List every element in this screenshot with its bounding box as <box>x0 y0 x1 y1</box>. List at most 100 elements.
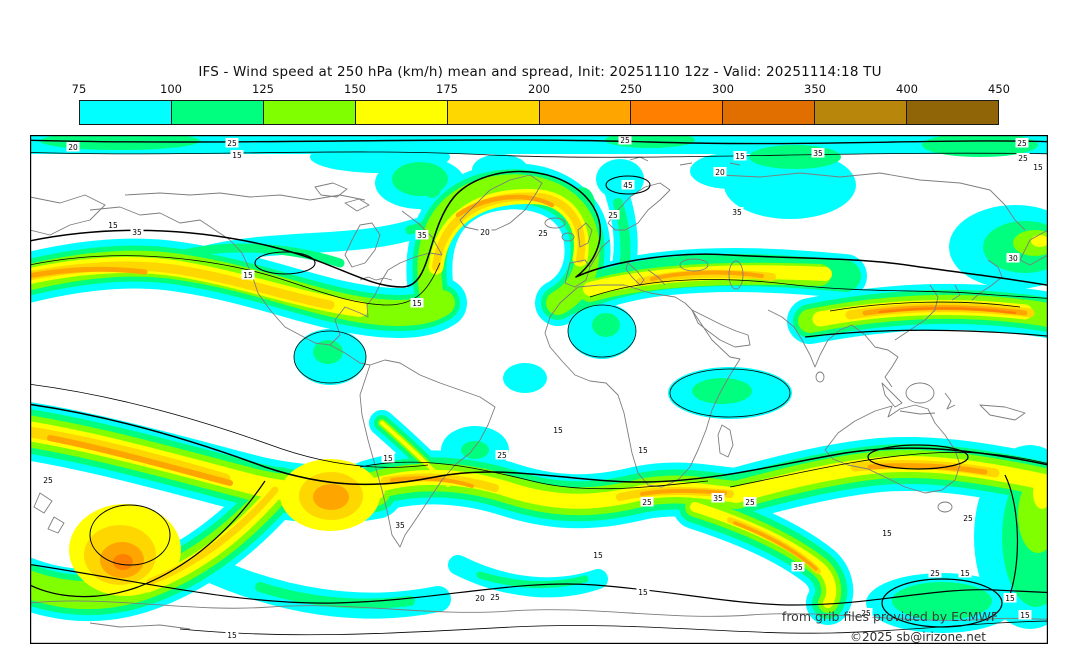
svg-text:25: 25 <box>1018 154 1028 163</box>
svg-text:15: 15 <box>553 426 563 435</box>
world-map: 20 25 15 25 15 35 25 25 15 15 35 15 35 20 25 45 20 35 25 30… <box>30 135 1048 644</box>
svg-text:35: 35 <box>793 563 803 572</box>
svg-text:20: 20 <box>68 143 78 152</box>
colorbar-tick: 250 <box>620 82 642 96</box>
colorbar-tick: 75 <box>71 82 87 96</box>
svg-text:15: 15 <box>735 152 745 161</box>
colorbar-tick: 125 <box>252 82 274 96</box>
contour-label: 35 <box>415 230 429 240</box>
colorbar-segment-2 <box>263 101 356 124</box>
svg-text:25: 25 <box>227 139 237 148</box>
svg-text:25: 25 <box>642 498 652 507</box>
colorbar-tick: 150 <box>344 82 366 96</box>
contour-label: 15 <box>733 151 747 161</box>
contour-label: 35 <box>711 493 725 503</box>
contour-label: 15 <box>1018 610 1032 620</box>
contour-label: 35 <box>811 148 825 158</box>
svg-text:25: 25 <box>497 451 507 460</box>
colorbar-segment-0 <box>80 101 172 124</box>
attribution-source: from grib files provided by ECMWF <box>782 609 998 624</box>
contour-label: 30 <box>1006 253 1020 263</box>
svg-text:25: 25 <box>620 136 630 145</box>
contour-label: 25 <box>606 210 620 220</box>
contour-label: 15 <box>636 587 650 597</box>
svg-text:25: 25 <box>1017 139 1027 148</box>
colorbar-segment-9 <box>907 101 999 124</box>
contour-label: 35 <box>130 227 144 237</box>
contour-label: 15 <box>880 528 894 538</box>
contour-label: 15 <box>410 298 424 308</box>
contour-label: 15 <box>551 425 565 435</box>
colorbar-segment-7 <box>723 101 816 124</box>
svg-text:15: 15 <box>243 271 253 280</box>
colorbar-tick: 100 <box>160 82 182 96</box>
contour-label: 45 <box>621 180 635 190</box>
svg-text:15: 15 <box>227 631 237 640</box>
contour-label: 20 <box>473 593 487 603</box>
svg-text:35: 35 <box>713 494 723 503</box>
contour-label: 15 <box>225 630 239 640</box>
svg-text:15: 15 <box>638 446 648 455</box>
svg-text:15: 15 <box>412 299 422 308</box>
contour-label: 25 <box>41 475 55 485</box>
svg-text:25: 25 <box>745 498 755 507</box>
colorbar-tick: 200 <box>528 82 550 96</box>
svg-text:15: 15 <box>882 529 892 538</box>
svg-text:15: 15 <box>1033 163 1043 172</box>
contour-label: 20 <box>478 227 492 237</box>
contour-label: 20 <box>66 142 80 152</box>
contour-label: 25 <box>495 450 509 460</box>
contour-label: 15 <box>106 220 120 230</box>
colorbar-tick: 450 <box>988 82 1010 96</box>
colorbar-segment-6 <box>631 101 724 124</box>
svg-text:15: 15 <box>1020 611 1030 620</box>
contour-label: 25 <box>618 135 632 145</box>
svg-text:30: 30 <box>1008 254 1018 263</box>
contour-label: 15 <box>591 550 605 560</box>
map-border <box>30 135 1048 644</box>
svg-text:15: 15 <box>1005 594 1015 603</box>
svg-text:45: 45 <box>623 181 633 190</box>
contour-label: 35 <box>791 562 805 572</box>
svg-text:25: 25 <box>43 476 53 485</box>
colorbar-tick: 300 <box>712 82 734 96</box>
contour-label: 25 <box>1016 153 1030 163</box>
contour-label: 25 <box>928 568 942 578</box>
contour-label: 25 <box>640 497 654 507</box>
contour-label: 25 <box>961 513 975 523</box>
svg-text:15: 15 <box>593 551 603 560</box>
svg-text:25: 25 <box>608 211 618 220</box>
contour-label: 15 <box>636 445 650 455</box>
contour-label: 15 <box>230 150 244 160</box>
svg-text:15: 15 <box>960 569 970 578</box>
contour-label: 25 <box>488 592 502 602</box>
map-canvas: 20 25 15 25 15 35 25 25 15 15 35 15 35 20 25 45 20 35 25 30… <box>30 135 1048 644</box>
svg-text:15: 15 <box>638 588 648 597</box>
colorbar-segment-1 <box>171 101 264 124</box>
contour-label: 25 <box>225 138 239 148</box>
svg-text:35: 35 <box>132 228 142 237</box>
contour-label: 35 <box>730 207 744 217</box>
contour-label-layer: 20 25 15 25 15 35 25 25 15 15 35 15 35 20 25 45 20 35 25 30… <box>41 135 1045 640</box>
colorbar-ticks: 75 100 125 150 175 200 250 300 350 400 450 <box>72 82 1010 96</box>
svg-text:20: 20 <box>715 168 725 177</box>
contour-label: 35 <box>393 520 407 530</box>
svg-text:15: 15 <box>108 221 118 230</box>
contour-label: 25 <box>536 228 550 238</box>
windspeed-fill-darkorange <box>113 307 1017 570</box>
colorbar <box>79 100 999 125</box>
svg-text:20: 20 <box>480 228 490 237</box>
colorbar-segment-5 <box>539 101 632 124</box>
svg-text:15: 15 <box>232 151 242 160</box>
page-title: IFS - Wind speed at 250 hPa (km/h) mean … <box>198 64 882 80</box>
svg-text:25: 25 <box>930 569 940 578</box>
svg-text:35: 35 <box>395 521 405 530</box>
contour-label: 15 <box>1003 593 1017 603</box>
colorbar-segment-8 <box>815 101 908 124</box>
contour-label: 20 <box>713 167 727 177</box>
colorbar-segment-4 <box>447 101 540 124</box>
svg-text:25: 25 <box>538 229 548 238</box>
contour-label: 15 <box>1031 162 1045 172</box>
svg-text:25: 25 <box>490 593 500 602</box>
colorbar-segment-3 <box>355 101 448 124</box>
